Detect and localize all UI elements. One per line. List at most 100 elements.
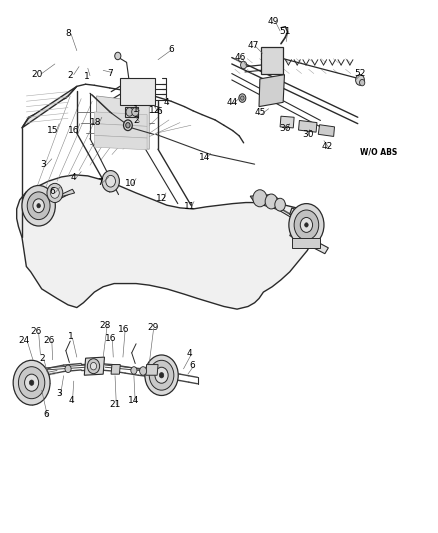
Circle shape [238,94,245,102]
Circle shape [139,367,146,375]
Text: 51: 51 [279,28,290,36]
Text: 16: 16 [105,335,116,343]
Circle shape [65,365,71,373]
Polygon shape [94,112,147,126]
Text: 26: 26 [43,336,55,344]
Text: 12: 12 [148,106,160,115]
Text: 6: 6 [155,108,162,116]
Text: 6: 6 [43,410,49,419]
Circle shape [13,360,50,405]
Text: 47: 47 [247,41,259,50]
Circle shape [106,175,115,187]
Polygon shape [120,78,155,105]
Circle shape [47,183,63,203]
Circle shape [252,190,266,207]
Text: 28: 28 [99,321,111,329]
Text: 46: 46 [234,53,246,62]
Circle shape [123,120,132,131]
Text: 20: 20 [32,70,43,79]
Circle shape [240,61,246,69]
Circle shape [25,374,39,391]
Text: 2: 2 [133,117,138,125]
Circle shape [145,355,178,395]
Text: 26: 26 [30,327,42,336]
Text: 14: 14 [199,153,210,161]
Text: 6: 6 [49,188,56,196]
Text: 4: 4 [163,98,168,107]
Circle shape [265,194,277,209]
Text: 7: 7 [97,178,103,187]
Circle shape [29,380,34,385]
Circle shape [50,188,59,198]
Text: 12: 12 [155,194,167,203]
Text: 15: 15 [47,126,58,134]
Text: 29: 29 [147,323,158,332]
Polygon shape [289,208,322,232]
Text: 18: 18 [90,118,101,127]
Circle shape [18,367,45,399]
Polygon shape [111,365,120,374]
Circle shape [126,108,133,116]
Text: 6: 6 [189,361,195,370]
Text: 4: 4 [68,397,74,405]
Text: 1: 1 [68,333,74,341]
Text: 52: 52 [353,69,365,78]
Circle shape [114,52,120,60]
Text: 3: 3 [56,389,62,398]
Polygon shape [17,175,320,309]
Polygon shape [298,120,316,132]
Polygon shape [261,47,283,74]
Polygon shape [94,124,147,138]
Polygon shape [258,75,284,107]
Circle shape [155,367,168,383]
Text: 36: 36 [279,125,290,133]
Circle shape [304,223,307,227]
Text: 16: 16 [68,126,79,134]
Circle shape [22,185,55,226]
Text: 45: 45 [254,109,265,117]
Text: 10: 10 [125,179,136,188]
Text: 11: 11 [184,203,195,211]
Text: 8: 8 [65,29,71,37]
Circle shape [274,198,285,211]
Polygon shape [22,86,77,128]
Text: 7: 7 [106,69,113,78]
Polygon shape [289,229,328,254]
Circle shape [87,359,99,374]
Bar [291,238,320,248]
Text: 42: 42 [321,142,332,150]
Polygon shape [42,189,74,204]
Polygon shape [318,125,334,136]
Text: 6: 6 [168,45,174,53]
Text: 44: 44 [226,98,237,107]
Polygon shape [125,107,138,117]
Polygon shape [279,116,293,128]
Polygon shape [94,135,147,150]
Text: 21: 21 [109,400,120,408]
Circle shape [355,75,364,85]
Circle shape [33,199,44,213]
Text: 30: 30 [302,130,313,139]
Text: 1: 1 [133,106,139,114]
Text: 2: 2 [67,71,73,80]
Text: 4: 4 [71,173,76,182]
Circle shape [90,362,96,370]
Text: 3: 3 [40,160,46,168]
Text: 16: 16 [118,325,129,334]
Text: 49: 49 [267,17,278,26]
Text: 2: 2 [39,354,44,362]
Text: 1: 1 [84,72,90,81]
Circle shape [37,204,40,208]
Polygon shape [145,365,158,375]
Circle shape [293,210,318,240]
Circle shape [131,367,137,374]
Circle shape [149,360,173,390]
Text: 24: 24 [18,336,30,344]
Circle shape [359,79,364,86]
Circle shape [131,108,138,116]
Text: W/O ABS: W/O ABS [359,148,396,157]
Circle shape [159,373,163,378]
Text: 4: 4 [187,350,192,358]
Circle shape [300,217,312,232]
Polygon shape [17,375,26,390]
